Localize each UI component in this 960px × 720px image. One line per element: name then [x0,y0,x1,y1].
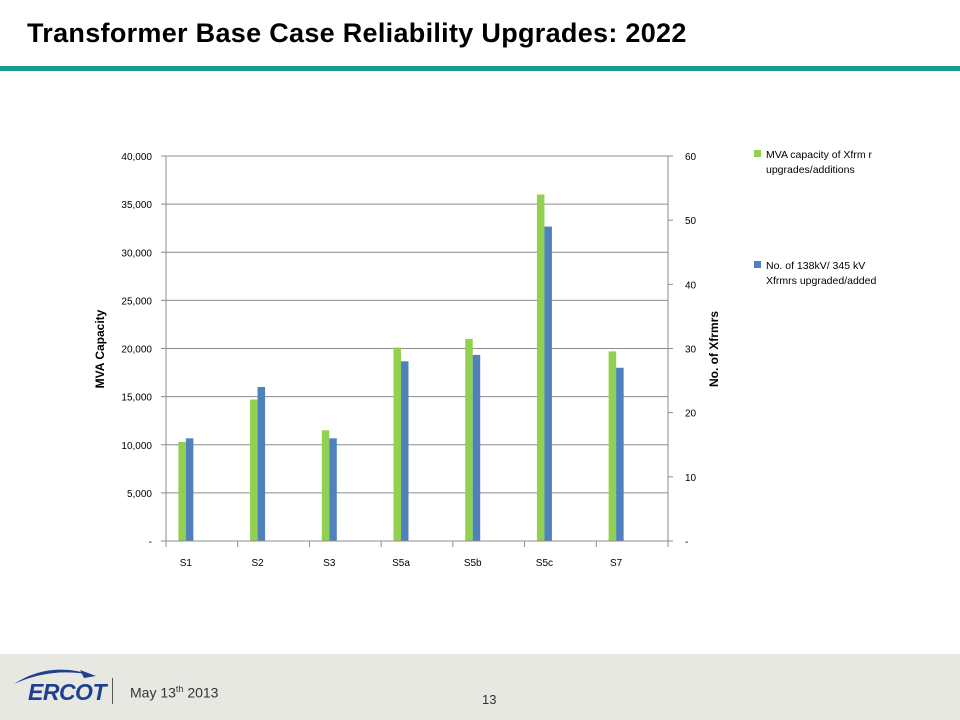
x-tick-label: S1 [180,558,193,569]
y2-tick-label: 60 [685,152,697,163]
footer-date-year: 2013 [183,684,219,701]
bar-mva-capacity [250,399,258,541]
footer-date-main: May 13 [130,684,176,701]
legend: MVA capacity of Xfrm r upgrades/additions… [754,149,876,287]
y-tick-label: 40,000 [121,152,152,163]
bar-xfrmr-count [401,361,409,541]
bar-xfrmr-count [257,387,266,541]
x-tick-label: S5c [536,558,553,569]
title-rule [0,66,960,71]
y-tick-label: 35,000 [121,200,152,211]
y2-tick-label: - [685,537,688,548]
x-tick-label: S5b [464,558,482,569]
y2-tick-label: 50 [685,216,697,227]
page-title: Transformer Base Case Reliability Upgrad… [27,18,687,48]
x-tick-label: S7 [610,558,623,569]
footer-date: May 13th 2013 [130,684,218,701]
legend-label: No. of 138kV/ 345 kV [766,260,865,272]
bar-mva-capacity [608,351,617,541]
x-tick-label: S3 [323,558,336,569]
legend-label: Xfrmrs upgraded/added [766,275,876,287]
bar-chart: - 5,000 10,000 15,000 20,000 25,000 30,000 35,0… [93,149,876,569]
y-tick-label: 15,000 [121,393,152,404]
x-tick-label: S5a [392,558,410,569]
y2-tick-label: 20 [685,409,697,420]
footer-date-suffix: th [175,684,184,694]
y-axis-title: MVA Capacity [93,309,107,388]
y-tick-label: 20,000 [121,345,152,356]
ercot-logo-text: ERCOT [28,679,107,705]
bars [178,194,624,542]
y2-tick-label: 30 [685,345,697,356]
y-tick-label: 25,000 [121,296,152,307]
bar-mva-capacity [321,430,330,541]
bar-xfrmr-count [329,438,337,541]
bar-mva-capacity [393,347,401,541]
bar-xfrmr-count [544,226,552,542]
axes: - 5,000 10,000 15,000 20,000 25,000 30,000 35,0… [93,152,721,569]
bar-xfrmr-count [616,367,624,541]
bar-mva-capacity [536,194,545,541]
bar-mva-capacity [178,441,186,541]
ercot-logo-swoosh-icon [14,669,96,684]
x-tick-label: S2 [251,558,264,569]
page-number: 13 [482,692,497,707]
footer-divider [112,678,113,704]
y2-tick-label: 10 [685,473,697,484]
grid-lines [166,155,668,542]
y-tick-label: 5,000 [127,489,152,500]
legend-label: upgrades/additions [766,164,855,176]
y-tick-label: 10,000 [121,441,152,452]
legend-swatch [754,150,761,157]
y2-tick-label: 40 [685,280,697,291]
legend-label: MVA capacity of Xfrm r [766,149,873,161]
y-tick-label: - [149,537,152,548]
bar-xfrmr-count [472,354,481,541]
y2-axis-title: No. of Xfrmrs [707,311,721,387]
footer-bar [0,654,960,720]
legend-swatch [754,261,761,268]
bar-xfrmr-count [185,438,194,541]
bar-mva-capacity [465,338,473,541]
y-tick-label: 30,000 [121,248,152,259]
